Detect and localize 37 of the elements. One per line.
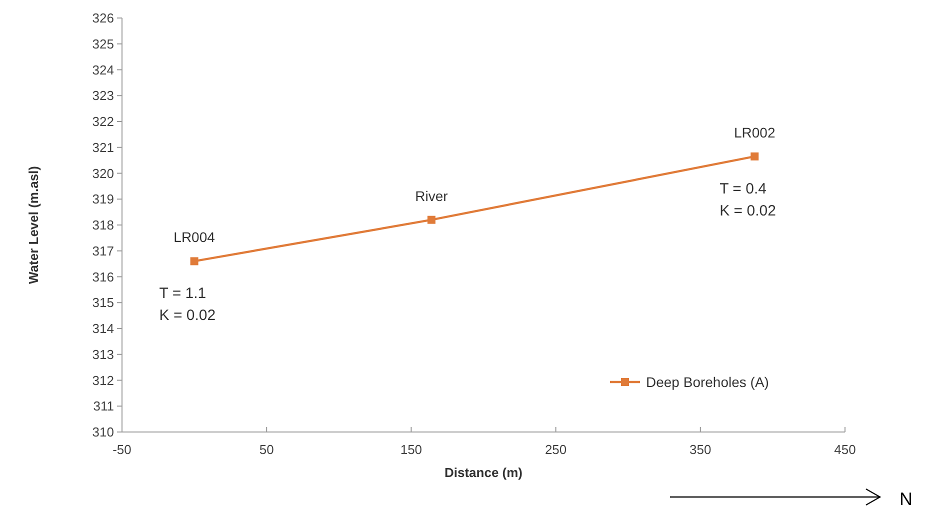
y-tick-label: 324 [92, 62, 114, 78]
point [750, 152, 759, 160]
x-tick-label: -50 [112, 442, 132, 457]
y-tick-label: 314 [92, 321, 114, 336]
y-tick-label: 320 [92, 166, 114, 181]
x-tick-label: 50 [259, 442, 274, 457]
y-tick-label: 311 [93, 398, 114, 414]
y-tick-label: 322 [92, 114, 114, 129]
annotation: T = 0.4 [720, 180, 766, 198]
x-tick-label: 350 [690, 442, 712, 457]
annotation: LR004 [174, 229, 216, 246]
annotation: LR002 [734, 124, 776, 140]
y-tick-label: 323 [92, 88, 114, 104]
x-axis-title: Distance (m) [444, 465, 523, 480]
y-tick-label: 317 [92, 243, 114, 258]
annotation: River [415, 188, 448, 204]
point [427, 216, 436, 224]
annotation: K = 0.02 [720, 202, 776, 220]
annotation: T = 1.1 [159, 285, 206, 302]
y-tick-label: 310 [92, 424, 114, 440]
y-tick-label: 316 [92, 269, 114, 284]
point [190, 257, 198, 266]
y-tick-label: 319 [92, 192, 114, 207]
y-tick-label: 325 [92, 36, 114, 52]
y-tick-label: 321 [92, 140, 114, 155]
x-tick-label: 450 [834, 442, 856, 457]
y-tick-label: 313 [92, 346, 114, 362]
annotation: K = 0.02 [159, 307, 216, 324]
y-tick-label: 318 [92, 218, 114, 232]
x-tick-label: 150 [400, 442, 422, 457]
y-tick-label: 312 [92, 372, 114, 388]
text: N [900, 489, 912, 509]
y-tick-label: 315 [92, 295, 114, 310]
legend-label: Deep Boreholes (A) [646, 374, 769, 390]
y-axis-title: Water Level (m.asl) [26, 166, 41, 284]
x-tick-label: 250 [544, 442, 567, 457]
y-tick-label: 326 [92, 10, 114, 26]
